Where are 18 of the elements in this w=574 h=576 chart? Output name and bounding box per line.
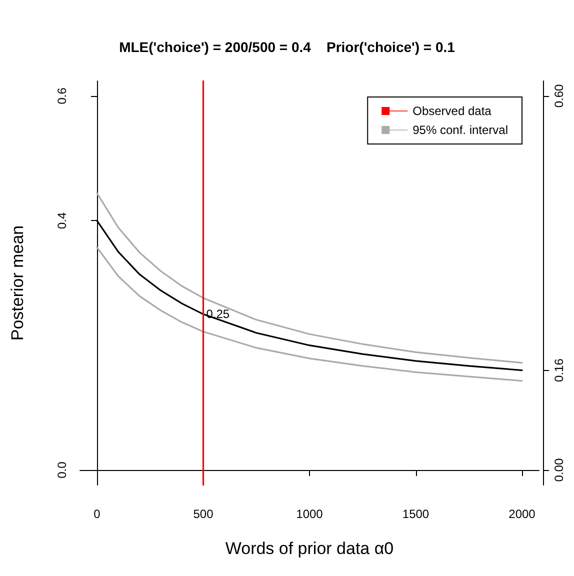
x-tick-label: 1000 bbox=[296, 507, 324, 521]
y-tick-label: 0.0 bbox=[55, 461, 69, 478]
y2-tick-label: 0.60 bbox=[552, 84, 566, 108]
y-axis-title: Posterior mean bbox=[8, 225, 27, 341]
x-tick-label: 1500 bbox=[402, 507, 430, 521]
x-tick-label: 2000 bbox=[508, 507, 536, 521]
y-tick-label: 0.4 bbox=[55, 212, 69, 229]
chart-title: MLE('choice') = 200/500 = 0.4 Prior('choice') = 0.1 bbox=[119, 39, 456, 55]
x-tick-label: 0 bbox=[94, 507, 101, 521]
line-series bbox=[96, 192, 523, 364]
y2-tick-label: 0.00 bbox=[552, 458, 566, 482]
x-axis-title: Words of prior data α0 bbox=[225, 539, 394, 558]
legend-label: Observed data bbox=[412, 104, 492, 118]
legend-label: 95% conf. interval bbox=[412, 123, 508, 137]
x-tick-label: 500 bbox=[193, 507, 214, 521]
y-tick-label: 0.6 bbox=[55, 87, 69, 104]
y2-tick-label: 0.16 bbox=[552, 358, 566, 382]
line-series bbox=[96, 246, 523, 382]
